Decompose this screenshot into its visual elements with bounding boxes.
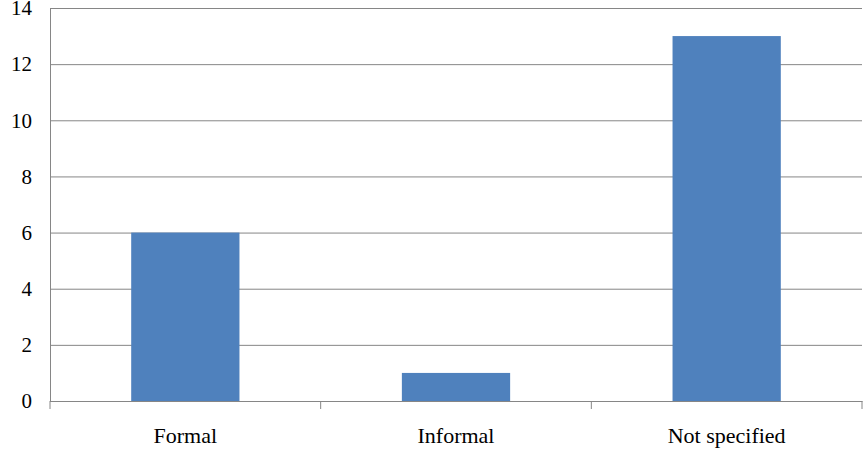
x-tick-label: Not specified <box>668 423 786 448</box>
y-tick: 14 <box>11 0 862 20</box>
y-tick-label: 10 <box>11 109 32 133</box>
y-tick-label: 8 <box>22 165 33 189</box>
x-axis-line <box>51 401 863 402</box>
plot: 0 2 4 6 8 10 12 14 Formal Informal Not specified <box>11 0 863 448</box>
y-tick-label: 0 <box>22 389 33 413</box>
category-separator <box>320 401 321 409</box>
y-tick-label: 14 <box>11 0 33 20</box>
y-tick-label: 2 <box>22 333 33 357</box>
y-tick-label: 12 <box>11 52 32 76</box>
x-tick-label: Formal <box>154 423 218 448</box>
y-axis: 0 2 4 6 8 10 12 14 <box>11 0 862 413</box>
category-separator <box>591 401 592 409</box>
x-tick: Formal <box>154 401 218 448</box>
bar <box>131 233 239 401</box>
chart: 0 2 4 6 8 10 12 14 Formal Informal Not specified <box>0 0 868 462</box>
x-axis: Formal Informal Not specified <box>50 401 863 448</box>
y-axis-line <box>51 9 863 402</box>
grid-line <box>50 401 862 402</box>
x-tick-label: Informal <box>418 423 495 448</box>
y-tick-label: 4 <box>22 277 33 301</box>
grid-line <box>50 8 862 9</box>
category-separator <box>862 401 863 409</box>
bars <box>131 36 781 401</box>
x-tick: Not specified <box>668 401 786 448</box>
x-tick: Informal <box>418 401 495 448</box>
bar <box>673 36 781 401</box>
bar <box>402 373 510 401</box>
category-separator <box>50 401 51 409</box>
y-tick-label: 6 <box>22 221 33 245</box>
